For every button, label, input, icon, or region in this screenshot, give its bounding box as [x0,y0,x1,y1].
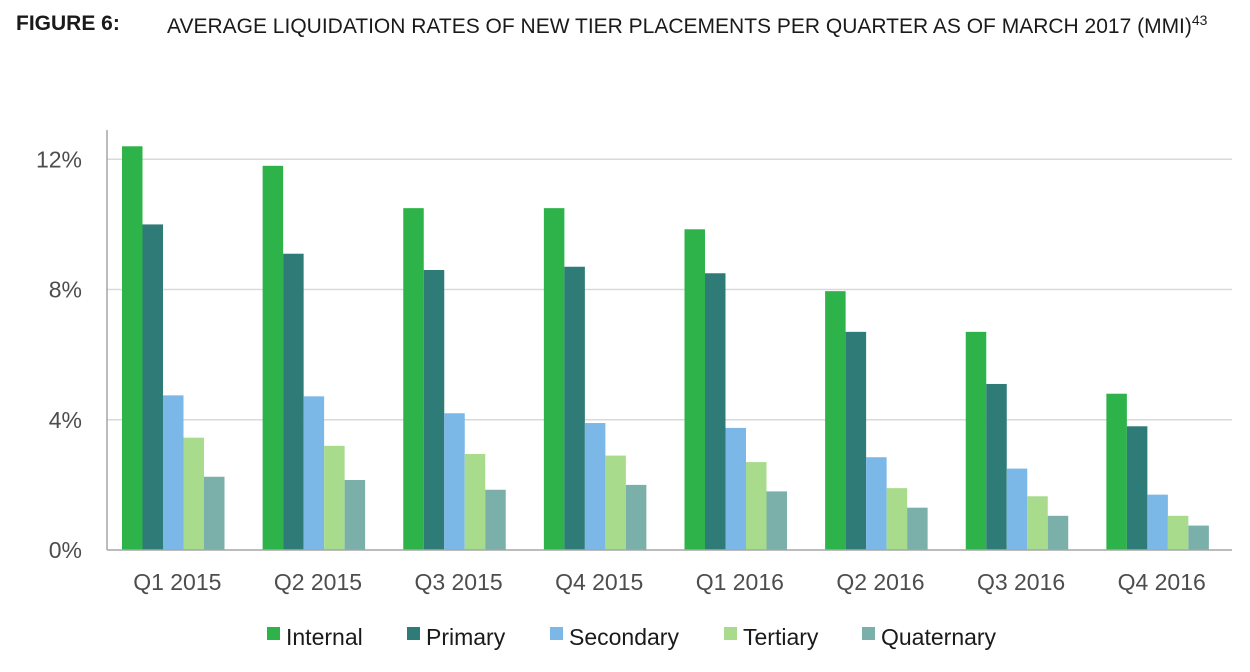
bar-secondary-q3-2015 [444,413,465,550]
bar-quaternary-q3-2016 [1047,515,1069,550]
legend-label: Primary [426,624,506,650]
bar-primary-q1-2016 [705,273,726,550]
legend-swatch [724,627,737,640]
bar-tertiary-q2-2016 [886,488,908,550]
x-tick-label: Q2 2016 [836,569,924,595]
bar-tertiary-q1-2015 [183,437,204,550]
legend-label: Tertiary [743,624,819,650]
bar-primary-q4-2015 [564,266,585,550]
bar-internal-q1-2015 [122,146,143,551]
figure-title: AVERAGE LIQUIDATION RATES OF NEW TIER PL… [167,12,1227,41]
legend-swatch [267,627,280,640]
x-tick-label: Q4 2015 [555,569,643,595]
y-tick-label: 4% [49,407,82,433]
bar-internal-q1-2016 [684,229,705,551]
bar-secondary-q2-2015 [303,396,325,550]
legend: Internal Primary Secondary Tertiary Quaterna… [267,624,997,650]
x-tick-label: Q1 2016 [696,569,784,595]
bar-quaternary-q4-2015 [625,484,647,550]
bar-tertiary-q4-2015 [605,455,626,550]
bar-secondary-q1-2016 [725,427,746,550]
bar-internal-q2-2016 [825,291,846,550]
legend-item-secondary: Secondary [550,624,679,650]
figure-label: FIGURE 6: [16,12,120,35]
bar-secondary-q3-2016 [1006,468,1028,550]
bar-quaternary-q2-2016 [907,507,928,550]
bar-tertiary-q3-2016 [1027,496,1048,550]
bar-internal-q2-2015 [262,165,284,550]
bar-primary-q3-2015 [423,270,445,550]
legend-label: Internal [286,624,363,650]
legend-swatch [550,627,563,640]
legend-item-primary: Primary [407,624,506,650]
bar-tertiary-q3-2015 [464,453,486,550]
x-tick-label: Q1 2015 [133,569,221,595]
legend-item-tertiary: Tertiary [724,624,819,650]
y-axis: 0% 4% 8% 12% [36,130,108,563]
bar-secondary-q4-2016 [1147,494,1168,550]
bar-primary-q1-2015 [142,224,163,550]
bar-tertiary-q4-2016 [1167,515,1189,550]
bar-secondary-q2-2016 [866,457,887,550]
bar-internal-q4-2016 [1106,393,1127,550]
bar-secondary-q4-2015 [584,423,606,550]
y-tick-label: 8% [49,277,82,303]
legend-label: Secondary [569,624,679,650]
bar-primary-q3-2016 [986,383,1007,550]
bar-tertiary-q1-2016 [746,462,767,550]
x-tick-label: Q2 2015 [274,569,362,595]
bar-internal-q3-2016 [965,331,987,550]
bar-primary-q2-2015 [283,253,304,550]
bar-secondary-q1-2015 [163,395,184,550]
x-tick-label: Q3 2015 [414,569,502,595]
bar-quaternary-q3-2015 [485,489,506,550]
bars [122,146,1209,551]
bar-primary-q4-2016 [1126,426,1148,550]
legend-label: Quaternary [881,624,997,650]
x-axis: Q1 2015 Q2 2015 Q3 2015 Q4 2015 Q1 2016 Q2 20… [107,549,1232,595]
x-tick-label: Q4 2016 [1118,569,1206,595]
y-tick-label: 12% [36,146,82,172]
bar-tertiary-q2-2015 [324,445,345,550]
bar-internal-q3-2015 [403,208,424,551]
y-tick-label: 0% [49,537,82,563]
bar-quaternary-q1-2016 [766,491,787,550]
x-tick-label: Q3 2016 [977,569,1065,595]
legend-swatch [862,627,875,640]
legend-item-internal: Internal [267,624,363,650]
figure-title-text: AVERAGE LIQUIDATION RATES OF NEW TIER PL… [167,15,1192,38]
legend-swatch [407,627,420,640]
bar-primary-q2-2016 [845,331,867,550]
bar-quaternary-q4-2016 [1188,525,1209,550]
legend-item-quaternary: Quaternary [862,624,997,650]
bar-quaternary-q1-2015 [204,476,225,550]
bar-internal-q4-2015 [543,208,565,551]
bar-quaternary-q2-2015 [344,480,366,550]
footnote-marker: 43 [1191,12,1208,28]
